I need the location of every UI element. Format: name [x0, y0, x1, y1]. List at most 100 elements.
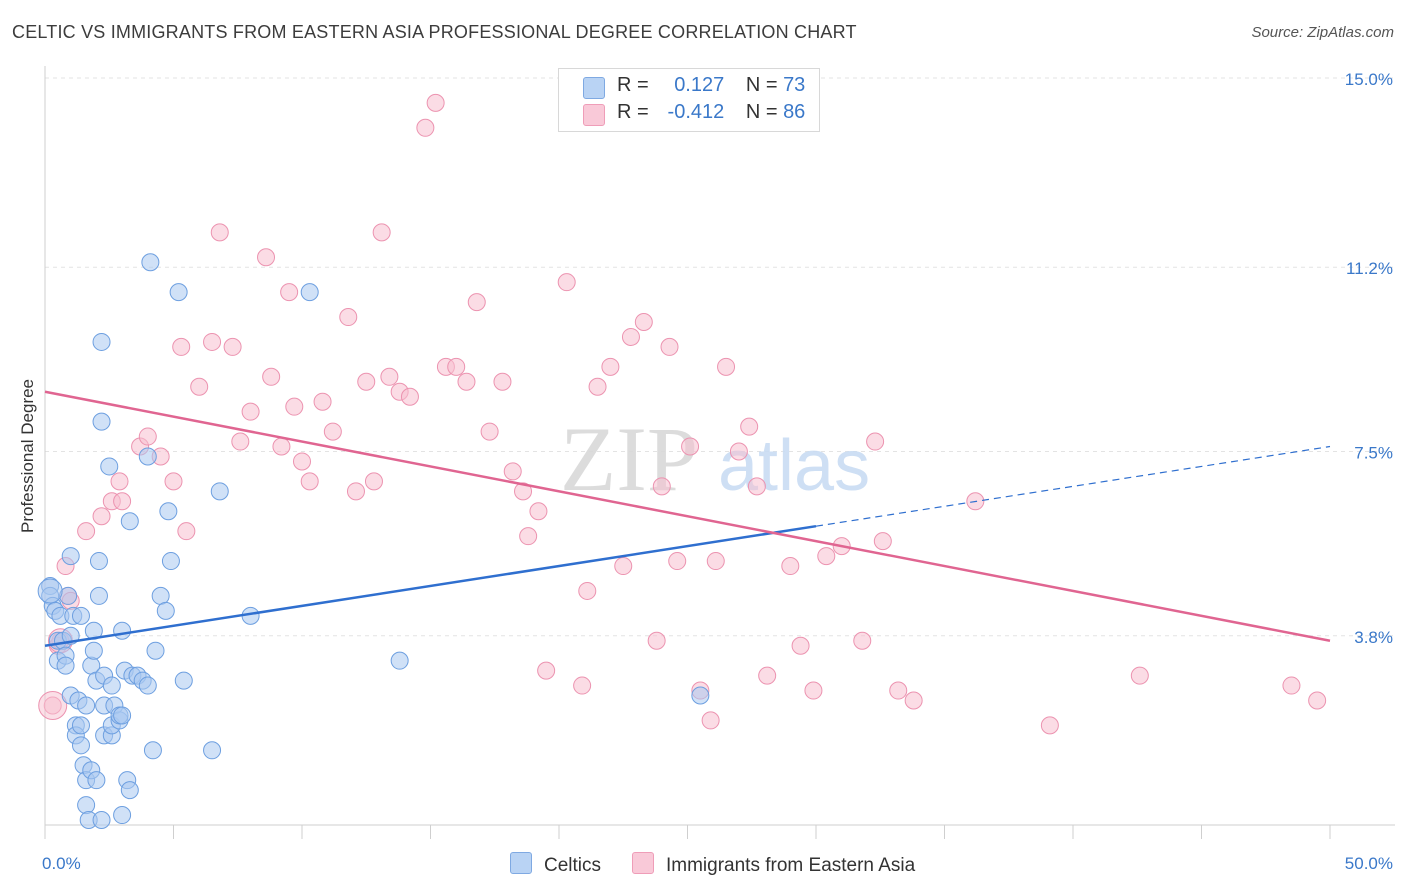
- celtic-point: [169, 283, 188, 302]
- celtic-point: [691, 686, 710, 705]
- asia-point: [853, 631, 872, 650]
- bottom-legend-label-asia: Immigrants from Eastern Asia: [666, 855, 916, 876]
- celtic-point: [203, 741, 222, 760]
- x-tick-label: 50.0%: [1345, 854, 1393, 873]
- asia-point: [400, 387, 419, 406]
- asia-point: [781, 557, 800, 576]
- celtic-point: [84, 641, 103, 660]
- legend-swatch-asia: [583, 104, 605, 126]
- asia-point: [747, 477, 766, 496]
- celtic-point: [71, 606, 90, 625]
- trend-lines: [44, 390, 1331, 647]
- asia-point: [357, 372, 376, 391]
- asia-point: [588, 377, 607, 396]
- asia-point: [380, 367, 399, 386]
- asia-point: [706, 552, 725, 571]
- celtic-point: [141, 253, 160, 272]
- celtic-trend-line: [44, 524, 817, 647]
- asia-point: [634, 313, 653, 332]
- asia-point: [537, 661, 556, 680]
- celtic-point: [120, 781, 139, 800]
- chart-title: CELTIC VS IMMIGRANTS FROM EASTERN ASIA P…: [12, 22, 857, 42]
- asia-point: [280, 283, 299, 302]
- asia-trend-line: [44, 390, 1331, 642]
- asia-point: [660, 337, 679, 356]
- celtic-point: [113, 806, 132, 825]
- bottom-legend-label-celtic: Celtics: [544, 855, 602, 876]
- asia-point: [241, 402, 260, 421]
- celtic-point: [89, 586, 108, 605]
- asia-point: [621, 327, 640, 346]
- asia-point: [557, 273, 576, 292]
- asia-point: [231, 432, 250, 451]
- celtic-point: [138, 447, 157, 466]
- asia-point: [866, 432, 885, 451]
- legend-n-value-celtic: 73: [783, 74, 806, 96]
- asia-point: [791, 636, 810, 655]
- celtic-point: [37, 578, 63, 604]
- asia-point: [285, 397, 304, 416]
- celtic-point: [146, 641, 165, 660]
- asia-point: [729, 442, 748, 461]
- asia-point: [652, 477, 671, 496]
- celtic-point: [92, 332, 111, 351]
- bottom-legend-swatch-celtic: [510, 852, 532, 874]
- celtic-trend-extension: [815, 445, 1331, 527]
- asia-point: [1040, 716, 1059, 735]
- x-tick-label: 0.0%: [42, 854, 81, 873]
- asia-point: [873, 532, 892, 551]
- asia-point: [447, 357, 466, 376]
- celtic-point: [77, 696, 96, 715]
- asia-point: [578, 581, 597, 600]
- asia-point: [601, 357, 620, 376]
- asia-point: [758, 666, 777, 685]
- asia-point: [614, 557, 633, 576]
- celtic-point: [102, 676, 121, 695]
- asia-point: [272, 437, 291, 456]
- watermark: ZIP atlas: [560, 408, 870, 510]
- asia-point: [210, 223, 229, 242]
- y-axis-label: Professional Degree: [18, 379, 37, 533]
- asia-point: [740, 417, 759, 436]
- watermark-atlas: atlas: [718, 426, 870, 506]
- asia-point: [701, 711, 720, 730]
- legend-n-label-asia: N =: [745, 101, 778, 123]
- asia-point: [817, 547, 836, 566]
- celtic-point: [71, 716, 90, 735]
- asia-point: [681, 437, 700, 456]
- bottom-legend-swatch-asia: [632, 852, 654, 874]
- asia-point: [889, 681, 908, 700]
- legend-n-label-celtic: N =: [745, 74, 778, 96]
- asia-point: [480, 422, 499, 441]
- celtic-point: [300, 283, 319, 302]
- series-celtic-points: [37, 253, 710, 830]
- celtic-point: [143, 741, 162, 760]
- celtic-point: [89, 552, 108, 571]
- asia-point: [38, 690, 68, 720]
- legend-r-value-celtic: 0.127: [674, 74, 725, 96]
- legend-swatch-celtic: [583, 77, 605, 99]
- asia-point: [647, 631, 666, 650]
- celtic-point: [161, 552, 180, 571]
- asia-point: [364, 472, 383, 491]
- asia-point: [262, 367, 281, 386]
- y-tick-label: 11.2%: [1346, 259, 1393, 278]
- celtic-point: [113, 706, 132, 725]
- asia-point: [113, 492, 132, 511]
- asia-point: [203, 332, 222, 351]
- asia-point: [519, 527, 538, 546]
- watermark-zip: ZIP: [560, 408, 698, 510]
- celtic-point: [87, 771, 106, 790]
- celtic-point: [56, 656, 75, 675]
- celtic-point: [61, 547, 80, 566]
- asia-point: [300, 472, 319, 491]
- y-tick-label: 7.5%: [1354, 444, 1393, 463]
- celtic-point: [92, 811, 111, 830]
- asia-point: [172, 337, 191, 356]
- asia-point: [164, 472, 183, 491]
- celtic-point: [100, 457, 119, 476]
- asia-point: [904, 691, 923, 710]
- tick-labels: 3.8% 7.5% 11.2% 15.0% 0.0% 50.0%: [42, 70, 1393, 873]
- asia-point: [804, 681, 823, 700]
